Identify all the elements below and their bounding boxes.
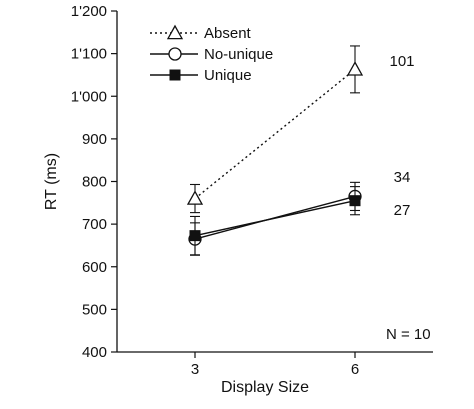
x-axis-title: Display Size (221, 379, 309, 396)
y-tick-label: 1'100 (71, 46, 107, 63)
y-tick-label: 1'200 (71, 3, 107, 20)
y-axis-title: RT (ms) (43, 153, 60, 210)
legend: Absent No-unique Unique (150, 24, 273, 84)
y-tick-label: 500 (82, 301, 107, 318)
legend-marker (168, 47, 182, 61)
y-tick-label: 700 (82, 216, 107, 233)
data-point (186, 190, 204, 205)
slope-labels: 101 34 27 (389, 53, 414, 219)
slope-label: 27 (394, 202, 411, 219)
legend-marker (166, 24, 184, 40)
y-tick-label: 900 (82, 131, 107, 148)
x-tick-label: 6 (351, 361, 359, 378)
slope-label: 101 (389, 53, 414, 70)
y-tick-label: 600 (82, 259, 107, 276)
y-tick-label: 400 (82, 344, 107, 361)
sample-size-annotation: N = 10 (386, 326, 431, 343)
series-line (194, 68, 356, 200)
y-tick-label: 800 (82, 174, 107, 191)
y-ticks: 400 500 600 700 800 900 1'000 1'100 1'200 (71, 3, 117, 361)
data-point (346, 61, 364, 76)
series-line (194, 199, 356, 237)
legend-item: Unique (150, 67, 252, 84)
data-point (189, 230, 201, 242)
legend-label: Unique (204, 67, 252, 84)
slope-label: 34 (394, 169, 411, 186)
x-tick-label: 3 (191, 361, 199, 378)
legend-label: Absent (204, 25, 252, 42)
series-layer (186, 45, 364, 256)
series-absent (186, 45, 364, 214)
y-tick-label: 1'000 (71, 88, 107, 105)
legend-item: Absent (150, 24, 252, 42)
data-point (349, 195, 361, 207)
series-unique (189, 186, 361, 256)
legend-label: No-unique (204, 46, 273, 63)
legend-item: No-unique (150, 46, 273, 63)
legend-marker (169, 69, 181, 81)
